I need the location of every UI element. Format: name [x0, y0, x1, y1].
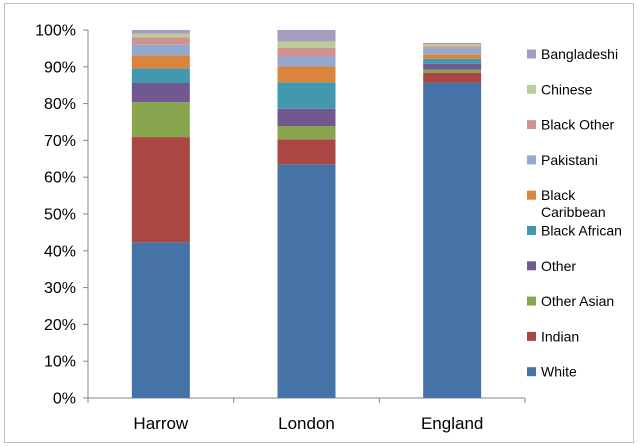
- legend-swatch: [527, 155, 536, 165]
- legend-label: Chinese: [541, 81, 593, 97]
- bar-segment-black-caribbean: [131, 55, 190, 69]
- legend-swatch: [527, 367, 536, 377]
- x-axis: Harrow London England: [87, 397, 526, 433]
- y-tick-label: 20%: [44, 317, 76, 334]
- y-tick-label: 50%: [44, 207, 76, 224]
- bar-segment-other: [131, 82, 190, 103]
- legend-item-white: White: [527, 364, 577, 380]
- legend-item-black-other: Black Other: [527, 117, 614, 133]
- x-category-label: Harrow: [133, 414, 189, 433]
- bar-stack-england: [423, 42, 482, 399]
- legend-swatch: [527, 84, 536, 94]
- y-tick-label: 0%: [53, 391, 76, 408]
- bar-segment-pakistani: [423, 48, 482, 55]
- bar-segment-black-other: [131, 37, 190, 45]
- bars: [131, 30, 482, 399]
- legend-label: Other: [541, 258, 576, 274]
- y-tick-label: 80%: [44, 96, 76, 113]
- legend-item-pakistani: Pakistani: [527, 152, 598, 168]
- bar-segment-black-african: [277, 82, 336, 109]
- bar-segment-other-asian: [131, 102, 190, 138]
- bar-segment-indian: [131, 137, 190, 243]
- bar-segment-white: [277, 164, 336, 398]
- bar-segment-bangladeshi: [277, 30, 336, 42]
- bar-segment-black-african: [423, 58, 482, 64]
- x-category-label: England: [421, 414, 483, 433]
- x-category-label: London: [278, 414, 335, 433]
- legend-label: Indian: [541, 328, 579, 344]
- legend-swatch: [527, 331, 536, 341]
- bar-segment-chinese: [131, 33, 190, 38]
- bar-segment-other-asian: [423, 69, 482, 73]
- bar-segment-white: [131, 242, 190, 398]
- legend-swatch: [527, 296, 536, 306]
- bar-segment-pakistani: [277, 56, 336, 67]
- legend-item-other-asian: Other Asian: [527, 293, 614, 309]
- legend-item-indian: Indian: [527, 328, 579, 344]
- y-tick-label: 100%: [35, 23, 76, 40]
- legend-label: Black African: [541, 223, 622, 239]
- bar-stack-harrow: [131, 30, 190, 398]
- legend-label: Black Other: [541, 117, 614, 133]
- y-tick-label: 40%: [44, 243, 76, 260]
- bar-segment-black-african: [131, 68, 190, 83]
- legend-swatch: [527, 120, 536, 130]
- legend-swatch: [527, 190, 536, 200]
- y-axis: 0% 10% 20% 30% 40% 50% 60% 70% 80% 90% 100%: [35, 23, 89, 408]
- legend-label: Bangladeshi: [541, 46, 618, 62]
- legend: Bangladeshi Chinese Black Other Pakistani Bl…: [527, 46, 622, 380]
- bar-segment-chinese: [423, 44, 482, 47]
- legend-label: White: [541, 364, 577, 380]
- legend-item-other: Other: [527, 258, 576, 274]
- bar-segment-indian: [423, 72, 482, 83]
- bar-segment-white: [423, 82, 482, 399]
- bar-stack-london: [277, 30, 336, 398]
- bar-segment-bangladeshi: [131, 30, 190, 34]
- legend-swatch: [527, 261, 536, 271]
- y-tick-label: 70%: [44, 133, 76, 150]
- legend-label: Pakistani: [541, 152, 598, 168]
- legend-swatch: [527, 226, 536, 235]
- y-tick-label: 60%: [44, 170, 76, 187]
- legend-label: Black: [541, 187, 576, 203]
- bar-segment-black-other: [423, 46, 482, 49]
- y-tick-label: 10%: [44, 354, 76, 371]
- bar-segment-other: [277, 108, 336, 127]
- legend-swatch: [527, 49, 536, 59]
- bar-segment-indian: [277, 139, 336, 165]
- legend-label: Other Asian: [541, 293, 614, 309]
- bar-segment-chinese: [277, 41, 336, 48]
- legend-item-black-african: Black African: [527, 223, 622, 239]
- legend-label: Caribbean: [541, 204, 606, 220]
- bar-segment-bangladeshi: [423, 42, 482, 45]
- y-tick-label: 30%: [44, 280, 76, 297]
- bar-segment-pakistani: [131, 44, 190, 56]
- bar-segment-other-asian: [277, 126, 336, 140]
- legend-item-bangladeshi: Bangladeshi: [527, 46, 618, 62]
- legend-item-chinese: Chinese: [527, 81, 593, 97]
- bar-segment-black-caribbean: [423, 54, 482, 59]
- bar-segment-black-other: [277, 47, 336, 57]
- bar-segment-black-caribbean: [277, 66, 336, 83]
- bar-segment-other: [423, 63, 482, 70]
- y-tick-label: 90%: [44, 59, 76, 76]
